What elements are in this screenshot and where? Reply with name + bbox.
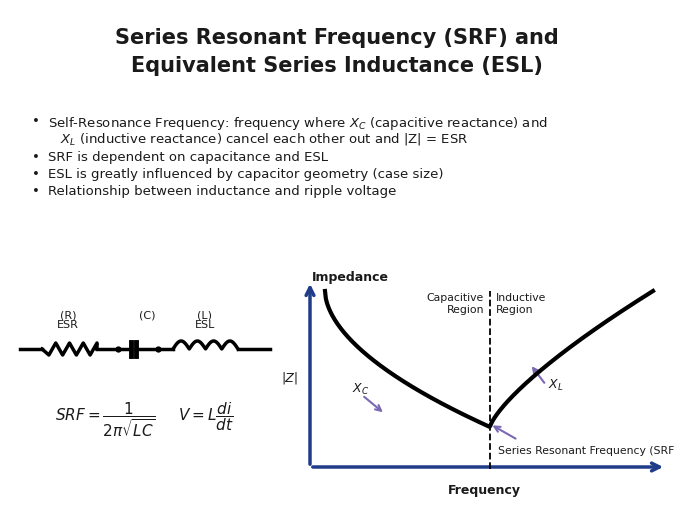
Text: Frequency: Frequency <box>448 483 520 496</box>
Text: $X_C$: $X_C$ <box>352 381 369 396</box>
Text: Inductive
Region: Inductive Region <box>496 292 546 314</box>
Text: Relationship between inductance and ripple voltage: Relationship between inductance and ripp… <box>48 185 396 197</box>
Text: $SRF = \dfrac{1}{2\pi\sqrt{LC}}$: $SRF = \dfrac{1}{2\pi\sqrt{LC}}$ <box>55 399 156 438</box>
Text: SRF is dependent on capacitance and ESL: SRF is dependent on capacitance and ESL <box>48 150 328 164</box>
Text: Series Resonant Frequency (SRF) and: Series Resonant Frequency (SRF) and <box>115 28 559 48</box>
Text: •: • <box>32 115 40 128</box>
Text: Capacitive
Region: Capacitive Region <box>427 292 484 314</box>
Text: ESL is greatly influenced by capacitor geometry (case size): ESL is greatly influenced by capacitor g… <box>48 168 443 181</box>
Text: Series Resonant Frequency (SRF): Series Resonant Frequency (SRF) <box>498 445 675 455</box>
Text: ESR: ESR <box>57 319 79 329</box>
Text: (C): (C) <box>139 310 155 319</box>
Text: •: • <box>32 150 40 164</box>
Text: Self-Resonance Frequency: frequency where $X_C$ (capacitive reactance) and: Self-Resonance Frequency: frequency wher… <box>48 115 547 132</box>
Text: |Z|: |Z| <box>281 370 298 383</box>
Text: Equivalent Series Inductance (ESL): Equivalent Series Inductance (ESL) <box>131 56 543 76</box>
Text: •: • <box>32 168 40 181</box>
Text: $V = L\dfrac{di}{dt}$: $V = L\dfrac{di}{dt}$ <box>178 399 234 432</box>
Text: (R): (R) <box>60 310 76 319</box>
Text: ESL: ESL <box>195 319 215 329</box>
Text: $X_L$ (inductive reactance) cancel each other out and |Z| = ESR: $X_L$ (inductive reactance) cancel each … <box>48 131 468 147</box>
Text: •: • <box>32 185 40 197</box>
Text: (L): (L) <box>198 310 213 319</box>
Text: $X_L$: $X_L$ <box>548 377 564 392</box>
Text: Impedance: Impedance <box>312 271 389 283</box>
